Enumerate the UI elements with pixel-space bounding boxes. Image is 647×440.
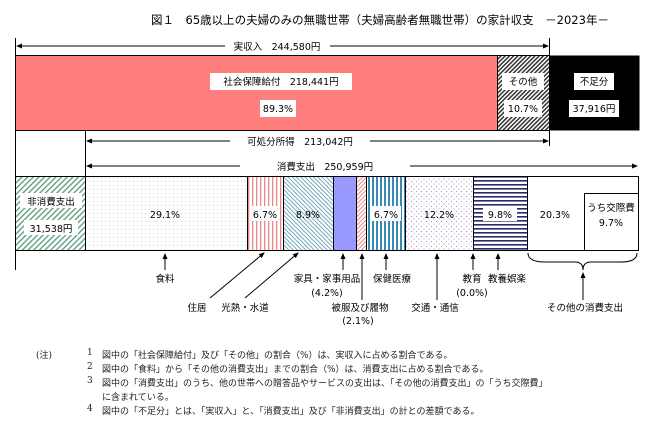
label-bg [250, 206, 280, 221]
utilities-pointer [244, 252, 299, 299]
bar-clothing [356, 176, 367, 251]
bar-transport [405, 176, 474, 251]
household-budget-chart: 図１ 65歳以上の夫婦のみの無職世帯（夫婦高齢者無職世帯）の家計収支 －2023… [15, 13, 640, 327]
label-bg [20, 193, 82, 208]
income-other-pct: 10.7% [508, 104, 538, 115]
label-bg [483, 206, 517, 221]
utilities-pct: 8.9% [296, 210, 320, 221]
disposable-label: 可処分所得 213,042円 [247, 136, 353, 148]
label-bg [504, 100, 542, 117]
chart-title: 図１ 65歳以上の夫婦のみの無職世帯（夫婦高齢者無職世帯）の家計収支 －2023… [151, 13, 609, 27]
note-text: 図中の「社会保障給付」及び「その他」の割合（%）は、実収入に占める割合である。 [102, 351, 453, 361]
other-consumption-name: その他の消費支出 [547, 302, 623, 314]
bar-recreation [473, 176, 528, 251]
furniture-name: 家具・家事用品 [294, 273, 361, 285]
bar-social-security [15, 55, 498, 131]
housing-pct: 6.7% [253, 210, 277, 221]
category-names: 食料 住居 光熱・水道 家具・家事用品 (4.2%) 被服及び履物 (2.1%)… [155, 273, 623, 327]
bar-furniture [333, 176, 357, 251]
note-number: 4 [87, 404, 93, 414]
notes-heading: (注) [36, 351, 53, 361]
label-bg [240, 158, 410, 173]
note-number: 1 [87, 348, 93, 358]
transport-name: 交通・通信 [411, 302, 459, 314]
social-security-label: 社会保障給付 218,441円 [223, 76, 338, 88]
note-number: 3 [87, 376, 93, 386]
label-bg [225, 38, 330, 53]
housing-pointer [209, 252, 265, 299]
bar-utilities [283, 176, 334, 251]
bottom-bar-labels: 非消費支出 31,538円 29.1% 6.7% 8.9% 6.7% 12.2%… [20, 193, 635, 235]
bar-social-expenses [584, 193, 639, 251]
recreation-name: 教養娯楽 [488, 273, 527, 285]
medical-name: 保健医療 [373, 273, 412, 285]
food-pct: 29.1% [150, 210, 180, 221]
bar-income-other [497, 55, 550, 131]
housing-name: 住居 [187, 302, 206, 314]
transport-pct: 12.2% [424, 210, 454, 221]
medical-pct: 6.7% [374, 210, 398, 221]
social-expenses-label: うち交際費 [587, 202, 635, 214]
label-bg [210, 73, 352, 90]
food-name: 食料 [155, 273, 175, 285]
clothing-pct: (2.1%) [342, 316, 374, 327]
bar-deficit [549, 55, 640, 131]
furniture-pct: (4.2%) [311, 288, 343, 299]
clothing-name: 被服及び履物 [331, 302, 389, 314]
non-consumption-amount: 31,538円 [30, 224, 73, 235]
income-other-label: その他 [509, 76, 538, 88]
other-consumption-brace [527, 252, 638, 271]
other-consumption-pct: 20.3% [540, 210, 570, 221]
note-number: 2 [87, 362, 93, 372]
label-bg [574, 73, 614, 90]
label-bg [502, 73, 544, 90]
income-label: 実収入 244,580円 [234, 41, 321, 53]
deficit-amount: 37,916円 [573, 104, 616, 115]
label-bg [230, 133, 370, 148]
bar-non-consumption [15, 176, 86, 251]
non-consumption-label: 非消費支出 [27, 196, 75, 208]
consumption-label: 消費支出 250,959円 [277, 161, 373, 173]
note-text: 図中の「消費支出」のうち、他の世帯への贈答品やサービスの支出は、「その他の消費支… [102, 379, 548, 389]
note-text: 図中の「食料」から「その他の消費支出」までの割合（%）は、消費支出に占める割合で… [102, 365, 489, 375]
social-expenses-pct: 9.7% [599, 218, 623, 229]
note-text: に含まれている。 [102, 393, 174, 403]
label-bg [24, 220, 78, 235]
label-bg [260, 100, 296, 117]
deficit-label: 不足分 [580, 77, 609, 88]
education-pct: (0.0%) [456, 288, 488, 299]
education-name: 教育 [462, 273, 481, 285]
label-bg [370, 206, 401, 221]
utilities-name: 光熱・水道 [221, 302, 269, 314]
recreation-pct: 9.8% [488, 210, 512, 221]
note-text: 図中の「不足分」とは、「実収入」と、「消費支出」及び「非消費支出」の計との差額で… [102, 407, 480, 417]
label-bg [569, 100, 619, 117]
social-security-pct: 89.3% [263, 104, 293, 115]
